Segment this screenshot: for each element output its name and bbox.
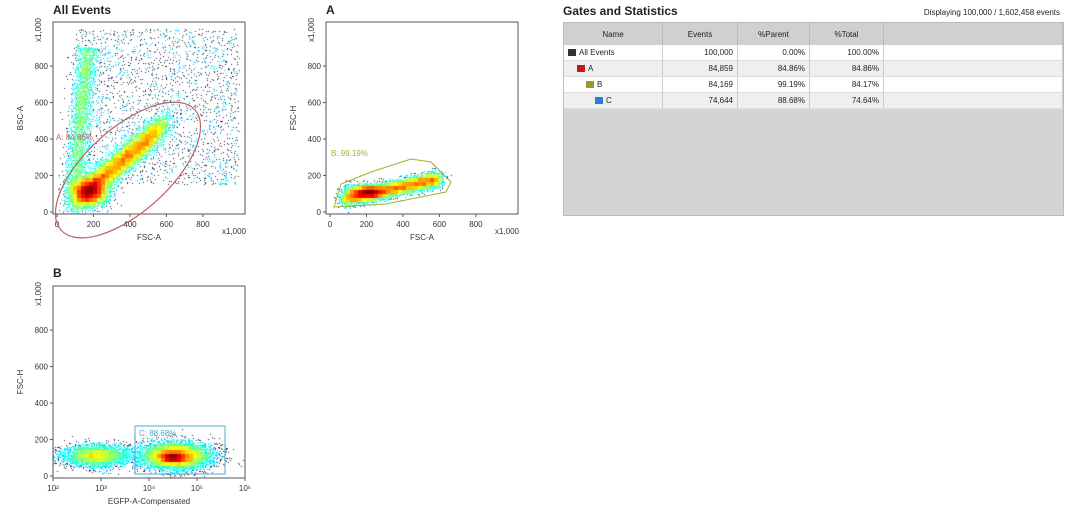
y-tick-label: 200	[308, 172, 322, 181]
y-tick-label: 800	[35, 326, 49, 335]
gate-name: C	[606, 96, 612, 105]
plot-frame	[325, 21, 519, 215]
x-axis-label: FSC-A	[137, 233, 162, 242]
events-cell: 84,859	[662, 60, 738, 77]
x-tick-label: 10⁶	[239, 484, 251, 493]
y-tick-label: 400	[35, 135, 49, 144]
y-axis-label: FSC-H	[289, 106, 298, 131]
x-scale-label: x1,000	[495, 227, 520, 236]
y-tick-label: 0	[317, 208, 322, 217]
events-cell: 74,644	[662, 92, 738, 109]
gate-name: B	[597, 80, 603, 89]
table-row[interactable]: All Events 100,000 0.00% 100.00%	[564, 45, 1063, 61]
plot-title: B	[53, 266, 62, 280]
x-tick-label: 0	[328, 220, 333, 229]
y-tick-label: 600	[35, 363, 49, 372]
density-scatter	[53, 286, 245, 478]
col-parent[interactable]: %Parent	[737, 23, 810, 45]
y-tick-label: 0	[44, 208, 49, 217]
col-name[interactable]: Name	[564, 23, 663, 45]
total-cell: 84.86%	[809, 60, 884, 77]
table-row[interactable]: B 84,169 99.19% 84.17%	[564, 76, 1063, 93]
y-scale-label: x1,000	[307, 17, 316, 42]
events-cell: 100,000	[662, 45, 738, 61]
y-tick-label: 800	[35, 62, 49, 71]
plot-title: All Events	[53, 3, 112, 17]
density-scatter	[326, 22, 518, 214]
y-tick-label: 600	[35, 99, 49, 108]
gate-label: B: 99.19%	[331, 149, 368, 158]
x-tick-label: 10⁵	[191, 484, 203, 493]
density-scatter	[53, 22, 245, 214]
plot-frame	[52, 285, 246, 479]
gate-c-rectangle[interactable]	[134, 425, 226, 475]
gate-color-swatch	[577, 65, 585, 72]
gate-color-swatch	[586, 81, 594, 88]
x-tick-label: 10³	[95, 484, 107, 493]
x-axis-label: EGFP-A-Compensated	[108, 497, 190, 506]
col-events[interactable]: Events	[662, 23, 738, 45]
parent-cell: 0.00%	[737, 45, 810, 61]
x-tick-label: 400	[123, 220, 137, 229]
gate-b-polygon[interactable]	[333, 158, 452, 208]
x-tick-label: 200	[87, 220, 101, 229]
gate-color-swatch	[568, 49, 576, 56]
y-tick-label: 400	[35, 399, 49, 408]
y-axis-label: FSC-H	[16, 370, 25, 395]
gate-label: C: 88.68%	[139, 429, 176, 438]
y-tick-label: 800	[308, 62, 322, 71]
x-tick-label: 800	[196, 220, 210, 229]
x-tick-label: 600	[160, 220, 174, 229]
gate-name: All Events	[579, 48, 615, 57]
y-scale-label: x1,000	[34, 281, 43, 306]
x-tick-label: 10²	[47, 484, 59, 493]
x-tick-label: 600	[433, 220, 447, 229]
x-tick-label: 200	[360, 220, 374, 229]
y-scale-label: x1,000	[34, 17, 43, 42]
x-scale-label: x1,000	[222, 227, 247, 236]
total-cell: 74.64%	[809, 92, 884, 109]
col-total[interactable]: %Total	[809, 23, 884, 45]
parent-cell: 88.68%	[737, 92, 810, 109]
gate-a-ellipse[interactable]	[33, 79, 223, 262]
gate-label: A: 84.86%	[56, 133, 93, 142]
x-tick-label: 400	[396, 220, 410, 229]
y-tick-label: 200	[35, 436, 49, 445]
parent-cell: 99.19%	[737, 76, 810, 93]
x-tick-label: 800	[469, 220, 483, 229]
gate-name: A	[588, 64, 594, 73]
plot-frame	[52, 21, 246, 215]
table-row[interactable]: C 74,644 88.68% 74.64%	[564, 92, 1063, 109]
y-tick-label: 200	[35, 172, 49, 181]
x-tick-label: 10⁴	[143, 484, 156, 493]
y-tick-label: 0	[44, 472, 49, 481]
total-cell: 84.17%	[809, 76, 884, 93]
y-axis-label: BSC-A	[16, 105, 25, 130]
plot-title: A	[326, 3, 335, 17]
parent-cell: 84.86%	[737, 60, 810, 77]
total-cell: 100.00%	[809, 45, 884, 61]
x-axis-label: FSC-A	[410, 233, 435, 242]
y-tick-label: 400	[308, 135, 322, 144]
y-tick-label: 600	[308, 99, 322, 108]
gate-color-swatch	[595, 97, 603, 104]
table-row[interactable]: A 84,859 84.86% 84.86%	[564, 60, 1063, 77]
displaying-count: Displaying 100,000 / 1,602,458 events	[923, 8, 1060, 17]
stats-title: Gates and Statistics	[563, 4, 678, 18]
gates-statistics-table: Name Events %Parent %Total All Events 100…	[563, 22, 1064, 216]
events-cell: 84,169	[662, 76, 738, 93]
